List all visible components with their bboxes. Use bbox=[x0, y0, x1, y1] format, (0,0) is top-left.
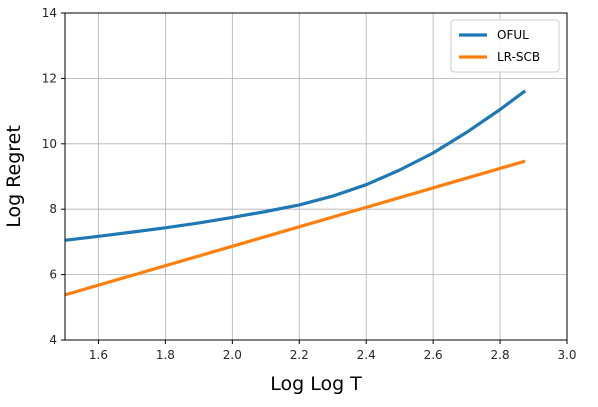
y-tick-label: 6 bbox=[49, 268, 57, 282]
plot-frame bbox=[64, 12, 568, 341]
x-tick-label: 3.0 bbox=[557, 348, 576, 362]
y-tick-label: 14 bbox=[42, 6, 57, 20]
series-line-lr-scb bbox=[64, 159, 526, 297]
x-tick-label: 1.6 bbox=[89, 348, 108, 362]
legend-box bbox=[450, 19, 560, 73]
x-tick-label: 2.0 bbox=[223, 348, 242, 362]
legend-label: LR-SCB bbox=[497, 50, 540, 64]
x-tick-label: 1.8 bbox=[156, 348, 175, 362]
series-line-oful bbox=[64, 89, 527, 242]
y-tick-label: 10 bbox=[42, 137, 57, 151]
series-lines bbox=[64, 89, 527, 297]
y-axis-label: Log Regret bbox=[3, 125, 25, 228]
x-tick-label: 2.6 bbox=[424, 348, 443, 362]
x-axis-label: Log Log T bbox=[270, 373, 362, 395]
y-tick-label: 12 bbox=[42, 71, 57, 85]
x-tick-label: 2.8 bbox=[491, 348, 510, 362]
x-tick-label: 2.4 bbox=[357, 348, 376, 362]
x-tick-label: 2.2 bbox=[290, 348, 309, 362]
y-tick-label: 8 bbox=[49, 202, 57, 216]
legend-label: OFUL bbox=[497, 28, 529, 42]
axis-ticks: 1.6 1.8 2.0 2.2 2.4 2.6 2.8 3.0 4 6 8 10 12 14 bbox=[42, 6, 577, 362]
legend: OFUL LR-SCB bbox=[450, 19, 560, 73]
y-tick-label: 4 bbox=[49, 333, 57, 347]
